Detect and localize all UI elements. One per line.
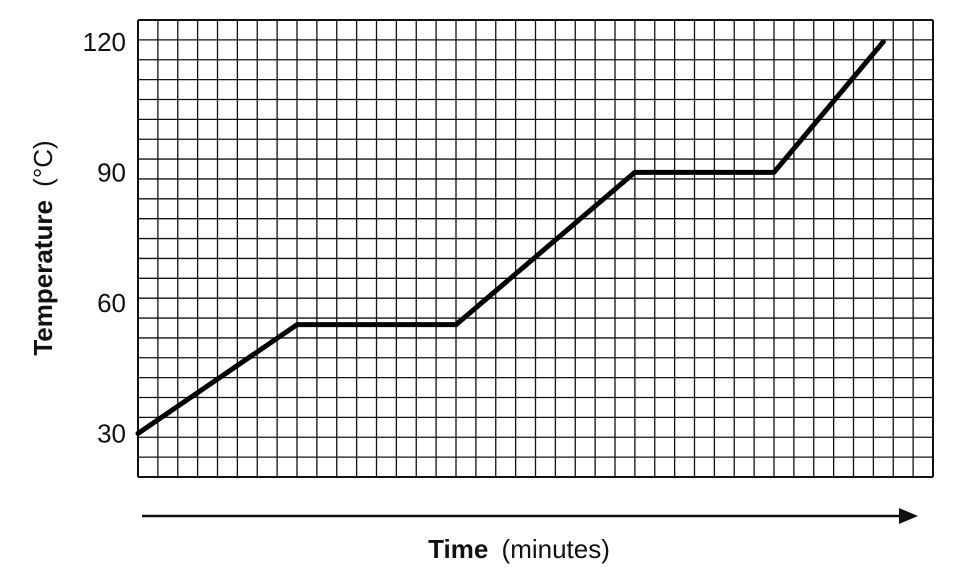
y-axis-unit: (°C) — [28, 140, 58, 187]
y-tick-label: 90 — [97, 157, 126, 187]
y-axis-label: Temperature — [28, 200, 58, 356]
chart-grid — [137, 19, 934, 478]
x-axis-label: Time — [428, 534, 488, 564]
y-tick-labels: 30 60 90 120 — [83, 27, 126, 449]
x-axis-unit: (minutes) — [502, 534, 610, 564]
time-arrow-head — [899, 508, 918, 524]
y-tick-label: 120 — [83, 27, 126, 57]
chart-series — [135, 39, 886, 436]
x-axis-title: Time (minutes) — [428, 534, 610, 564]
y-tick-label: 60 — [97, 288, 126, 318]
y-tick-label: 30 — [97, 418, 126, 448]
series-line — [135, 39, 886, 436]
y-axis-title: Temperature (°C) — [28, 140, 58, 355]
